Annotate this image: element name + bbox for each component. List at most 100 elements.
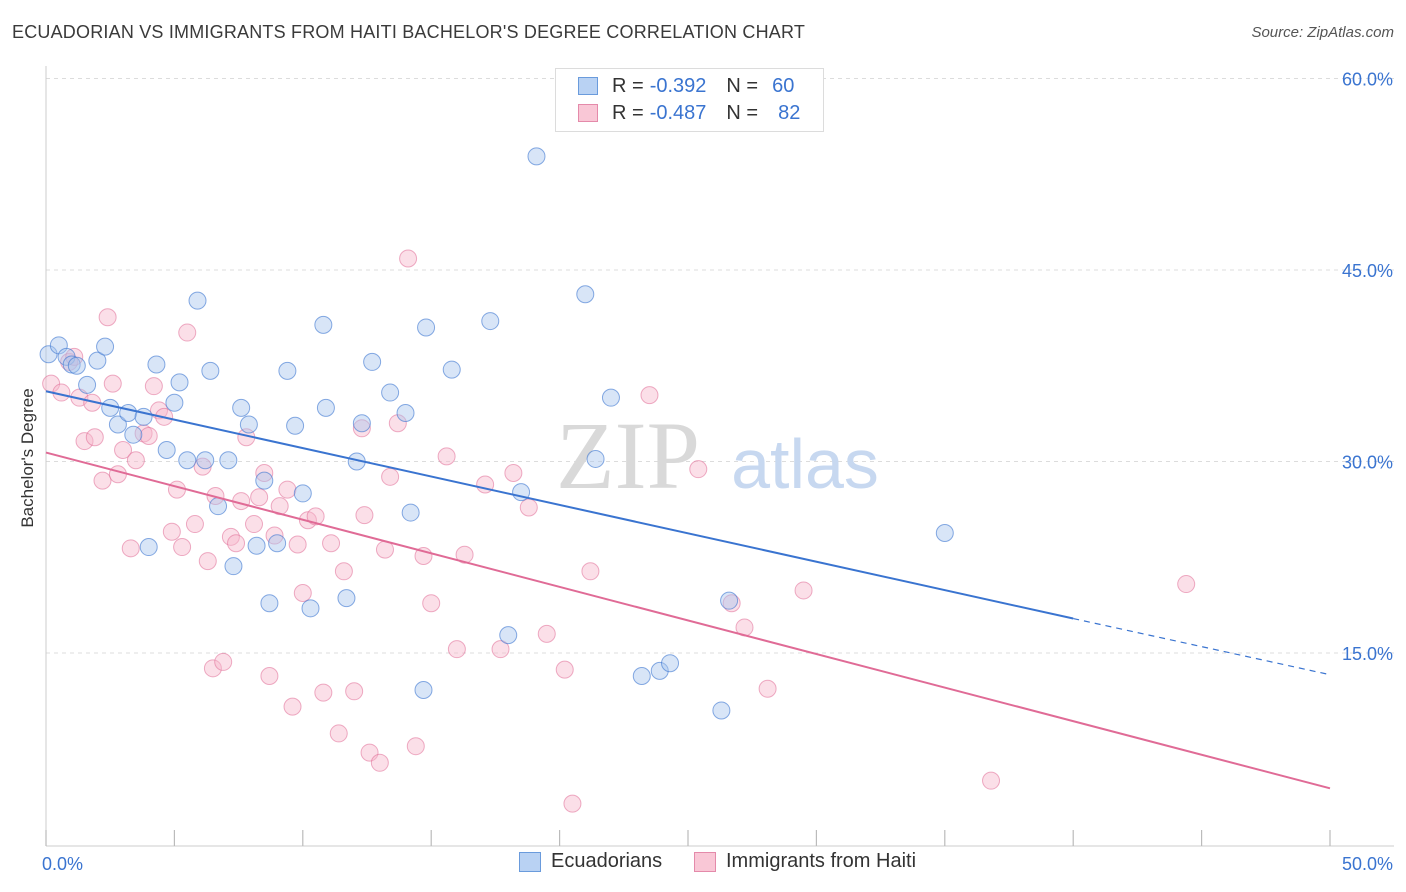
haiti-point [173, 538, 192, 557]
n-value: 60 [772, 74, 795, 97]
haiti-point [381, 467, 400, 486]
y-tick-label: 60.0% [1342, 70, 1393, 90]
haiti-point [370, 753, 389, 772]
r-value: -0.487 [649, 101, 707, 124]
ecuadorians-point [650, 661, 669, 680]
haiti-point [126, 451, 145, 470]
ecuadorians-point [219, 451, 238, 470]
haiti-point [447, 640, 466, 659]
r-label: R = [612, 74, 644, 97]
ecuadorians-point [165, 393, 184, 412]
ecuadorians-point [417, 318, 436, 337]
haiti-point [260, 666, 279, 685]
haiti-point [352, 419, 371, 438]
haiti-point [519, 498, 538, 517]
haiti-point [306, 507, 325, 526]
haiti-point [278, 480, 297, 499]
ecuadorians-point [209, 497, 228, 516]
ecuadorians-point [499, 626, 518, 645]
watermark-atlas: atlas [731, 425, 879, 503]
haiti-point [581, 562, 600, 581]
haiti-point [406, 737, 425, 756]
ecuadorians-point [293, 484, 312, 503]
legend-item-ecuadorians[interactable]: Ecuadorians [519, 850, 662, 873]
ecuadorians-point [260, 594, 279, 613]
ecuadorians-point [586, 449, 605, 468]
y-tick-label: 45.0% [1342, 261, 1393, 281]
ecuadorians-point [39, 345, 58, 364]
haiti-point [345, 682, 364, 701]
ecuadorians-point [632, 666, 651, 685]
ecuadorians-point [720, 591, 739, 610]
ecuadorians-point [239, 415, 258, 434]
r-label: R = [612, 101, 644, 124]
ecuadorians-point [316, 398, 335, 417]
ecuadorians-point [139, 538, 158, 557]
trend-lines [45, 390, 1331, 790]
ecuadorians-point [196, 451, 215, 470]
ecuadorians-point [414, 681, 433, 700]
ecuadorians-legend-label: Ecuadorians [551, 850, 663, 872]
haiti-point [162, 522, 181, 541]
source-label: Source: ZipAtlas.com [1251, 24, 1394, 41]
ecuadorians-point [712, 701, 731, 720]
ecuadorians-point [96, 337, 115, 356]
x-tick-label: 0.0% [42, 854, 83, 874]
haiti-point [504, 463, 523, 482]
ecuadorians-trend-line [45, 390, 1074, 620]
ecuadorians-point [178, 451, 197, 470]
haiti-point [437, 447, 456, 466]
ecuadorians-point [396, 403, 415, 422]
haiti-point [293, 583, 312, 602]
haiti-point [329, 724, 348, 743]
haiti-point [255, 463, 274, 482]
haiti-point [245, 515, 264, 534]
ecuadorians-point [124, 425, 143, 444]
legend-item-haiti[interactable]: Immigrants from Haiti [694, 850, 916, 873]
ecuadorians-trend-extension [1073, 617, 1331, 676]
ecuadorians-point [101, 398, 120, 417]
ecuadorians-point [352, 414, 371, 433]
haiti-point [144, 377, 163, 396]
y-axis-label: Bachelor's Degree [18, 388, 37, 527]
haiti-point [227, 534, 246, 553]
ecuadorians-point [278, 361, 297, 380]
haiti-point [75, 432, 94, 451]
ecuadorians-point [108, 415, 127, 434]
haiti-point [722, 594, 741, 613]
ecuadorians-point [337, 589, 356, 608]
haiti-point [758, 679, 777, 698]
ecuadorians-point [527, 147, 546, 166]
ecuadorians-point [157, 441, 176, 460]
ecuadorians-point [247, 536, 266, 555]
haiti-point [139, 426, 158, 445]
haiti-point [121, 539, 140, 558]
ecuadorians-point [286, 416, 305, 435]
haiti-point [640, 386, 659, 405]
ecuadorians-point [188, 291, 207, 310]
haiti-point [288, 535, 307, 554]
haiti-point [355, 506, 374, 525]
ecuadorians-point [78, 375, 97, 394]
legend-row-haiti: R = -0.487 N = 82 [578, 100, 800, 126]
haiti-swatch [578, 104, 598, 122]
ecuadorians-point [224, 557, 243, 576]
ecuadorians-point [170, 373, 189, 392]
ecuadorians-point [301, 599, 320, 618]
haiti-point [178, 323, 197, 342]
r-value: -0.392 [649, 74, 707, 97]
y-tick-label: 30.0% [1342, 453, 1393, 473]
ecuadorians-point [147, 355, 166, 374]
tick-labels: 15.0% 30.0% 45.0% 60.0% 0.0% 50.0% [42, 70, 1393, 875]
ecuadorians-point [314, 315, 333, 334]
ecuadorians-point [661, 654, 680, 673]
ecuadorians-point [401, 503, 420, 522]
ecuadorians-point [481, 312, 500, 331]
correlation-legend: R = -0.392 N = 60 R = -0.487 N = 82 [555, 68, 824, 132]
ecuadorians-point [201, 361, 220, 380]
haiti-point [203, 659, 222, 678]
haiti-point [491, 640, 510, 659]
haiti-point [98, 308, 117, 327]
ecuadorians-point [935, 523, 954, 542]
ecuadorians-point [232, 398, 251, 417]
